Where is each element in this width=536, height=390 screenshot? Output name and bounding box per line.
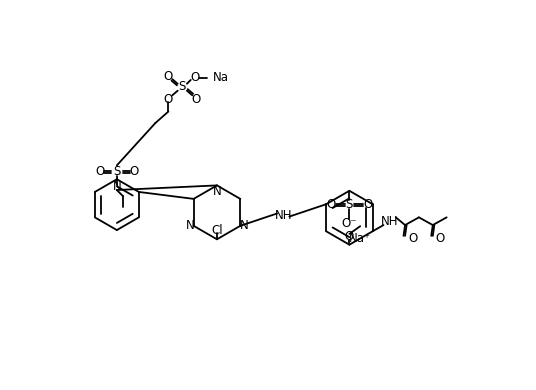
Text: O: O	[191, 93, 201, 106]
Text: O: O	[191, 71, 200, 84]
Text: O: O	[408, 232, 418, 245]
Text: O: O	[345, 230, 354, 243]
Text: Cl: Cl	[211, 223, 223, 237]
Text: O: O	[129, 165, 138, 178]
Text: O: O	[164, 93, 173, 106]
Text: O⁻: O⁻	[341, 217, 357, 230]
Text: O: O	[436, 232, 445, 245]
Text: NH: NH	[274, 209, 292, 222]
Text: S: S	[113, 165, 121, 178]
Text: NH: NH	[381, 215, 398, 228]
Text: O: O	[326, 198, 336, 211]
Text: Na⁺: Na⁺	[349, 232, 371, 245]
Text: O: O	[95, 165, 105, 178]
Text: Na: Na	[213, 71, 229, 84]
Text: N: N	[113, 180, 121, 193]
Text: S: S	[178, 80, 186, 93]
Text: O: O	[363, 198, 373, 211]
Text: S: S	[346, 198, 353, 211]
Text: O: O	[164, 69, 173, 83]
Text: N: N	[240, 219, 249, 232]
Text: N: N	[213, 185, 221, 198]
Text: N: N	[185, 219, 194, 232]
